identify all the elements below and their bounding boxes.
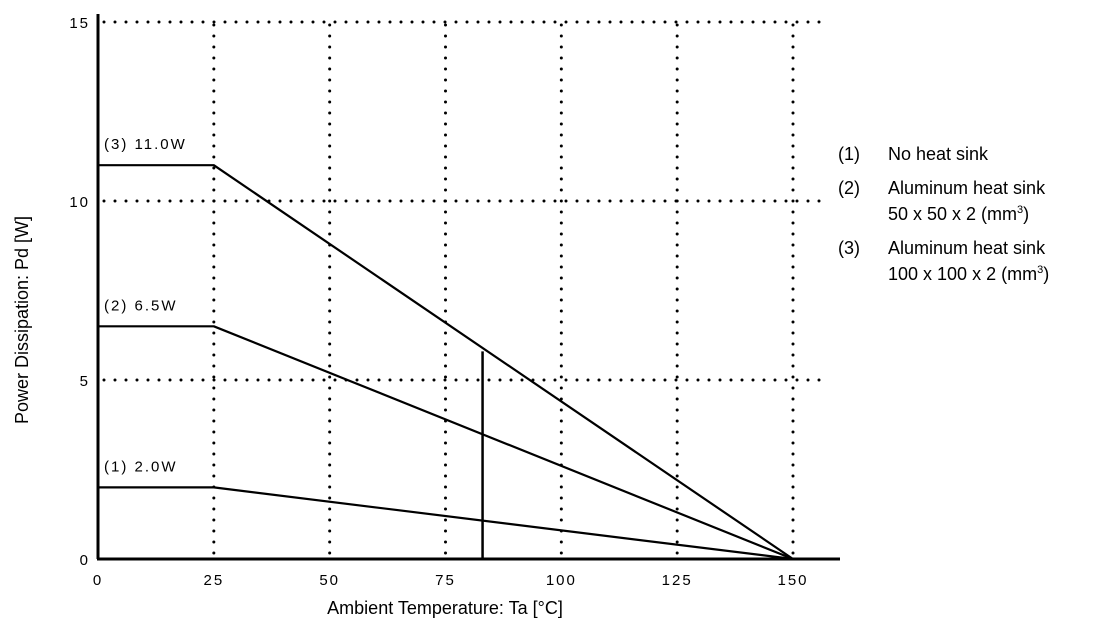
series-line-1 [98, 486, 794, 561]
x-tick-label: 75 [435, 572, 456, 589]
y-axis-title: Power Dissipation: Pd [W] [12, 216, 32, 424]
legend-text-tail: ) [1043, 264, 1049, 284]
x-tick-label: 100 [546, 572, 577, 589]
legend-number-2: (2) [838, 178, 860, 198]
curve-label-3: (3) 11.0W [104, 136, 187, 153]
grid [102, 16, 832, 555]
legend-text-2: Aluminum heat sink [888, 178, 1046, 198]
curve-label-1: (1) 2.0W [104, 458, 178, 475]
legend-text-tail: ) [1023, 204, 1029, 224]
tick-labels: 0 25 50 75 100 125 150 0 5 10 15 [69, 15, 808, 589]
y-tick-label: 0 [80, 552, 90, 569]
y-tick-label: 10 [69, 194, 90, 211]
x-tick-label: 150 [777, 572, 808, 589]
y-tick-label: 15 [69, 15, 90, 32]
curve-label-2: (2) 6.5W [104, 297, 178, 314]
series-line-3 [98, 164, 794, 560]
legend: (1) No heat sink (2) Aluminum heat sink 50 x… [838, 144, 1049, 284]
x-tick-label: 125 [662, 572, 693, 589]
legend-text-3: 100 x 100 x 2 (mm3) [888, 264, 1049, 284]
series-lines [98, 164, 794, 561]
legend-superscript: 3 [1037, 264, 1043, 276]
legend-text-2: 50 x 50 x 2 (mm3) [888, 204, 1029, 224]
series-line-2 [98, 325, 794, 561]
x-axis-title: Ambient Temperature: Ta [°C] [327, 598, 563, 618]
legend-number-3: (3) [838, 238, 860, 258]
x-tick-label: 25 [203, 572, 224, 589]
x-tick-label: 0 [93, 572, 103, 589]
curve-labels: (1) 2.0W (2) 6.5W (3) 11.0W [104, 136, 187, 475]
legend-superscript: 3 [1017, 204, 1023, 216]
legend-number-1: (1) [838, 144, 860, 164]
axes [96, 14, 840, 561]
x-tick-label: 50 [319, 572, 340, 589]
y-tick-label: 5 [80, 373, 90, 390]
legend-text-1: No heat sink [888, 144, 989, 164]
legend-text-3: Aluminum heat sink [888, 238, 1046, 258]
